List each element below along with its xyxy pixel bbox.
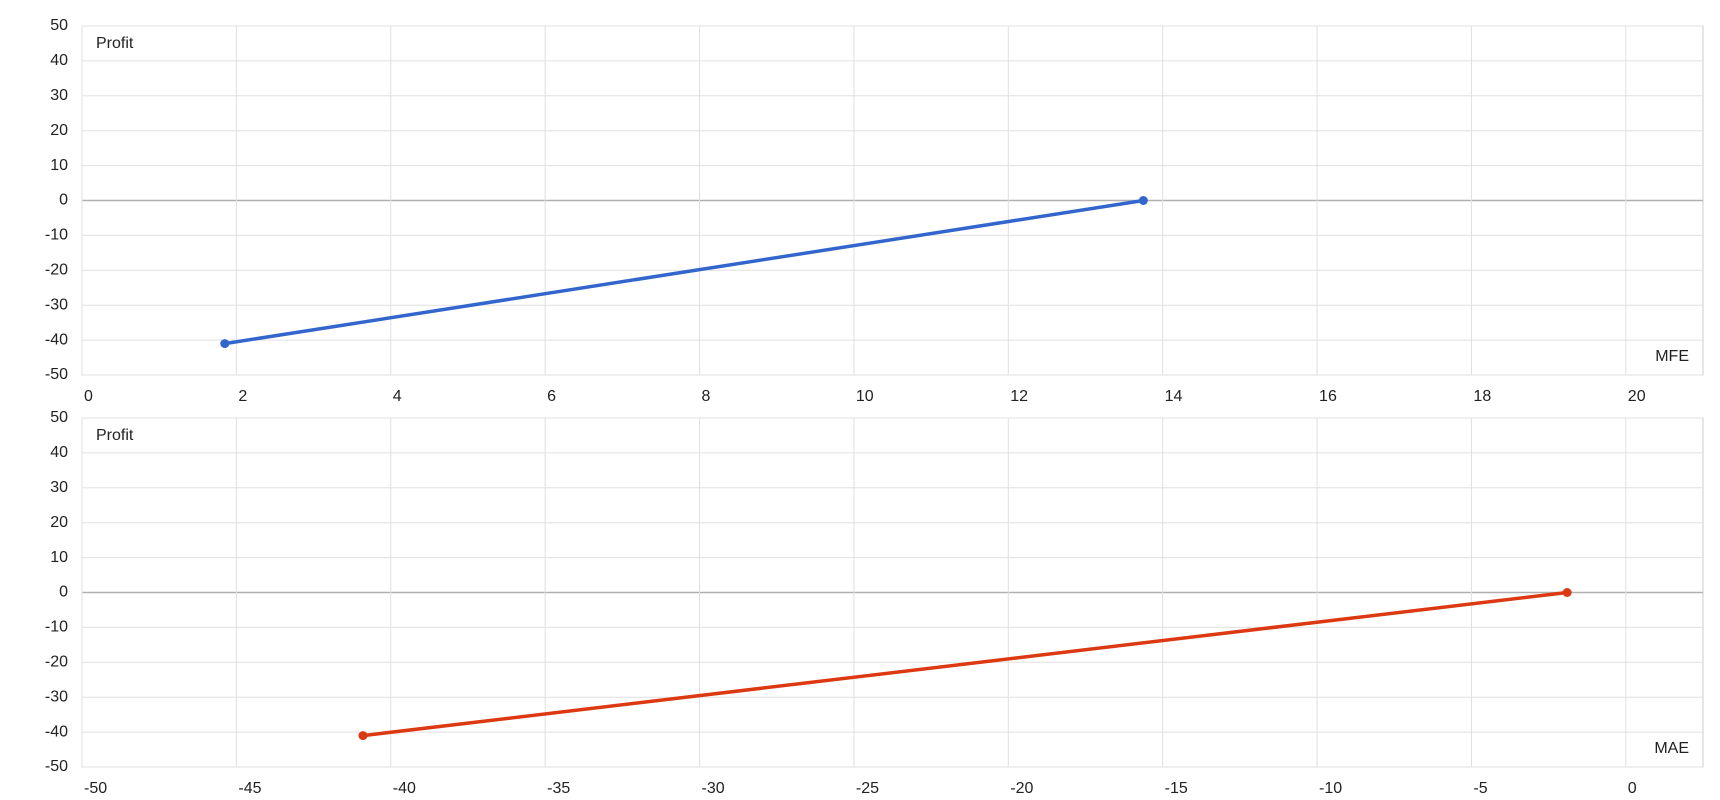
x-tick-label: -20 (1010, 780, 1033, 797)
x-tick-label: 0 (1628, 780, 1637, 797)
x-tick-label: -15 (1165, 780, 1188, 797)
x-tick-label: -10 (1319, 780, 1342, 797)
y-tick-label: 40 (50, 444, 68, 461)
x-axis-title: MFE (1655, 348, 1689, 365)
data-point (1562, 588, 1572, 597)
y-tick-label: 30 (50, 87, 68, 104)
data-line (362, 590, 1568, 738)
x-tick-label: 14 (1165, 388, 1183, 405)
x-tick-label: -25 (856, 780, 879, 797)
x-tick-label: 2 (238, 388, 247, 405)
data-point (220, 339, 230, 349)
x-tick-label: 18 (1473, 388, 1491, 405)
y-tick-label: -50 (45, 366, 68, 383)
y-tick-label: 30 (50, 479, 68, 496)
x-tick-label: 8 (702, 388, 711, 405)
y-tick-label: -40 (45, 331, 68, 348)
y-axis-title: Profit (96, 427, 134, 444)
y-tick-label: -20 (45, 262, 68, 279)
x-tick-label: 12 (1010, 388, 1028, 405)
x-tick-label: -30 (702, 780, 725, 797)
x-tick-label: 20 (1628, 388, 1646, 405)
y-tick-label: -40 (45, 723, 68, 740)
y-tick-label: -30 (45, 688, 68, 705)
x-tick-label: -45 (238, 780, 261, 797)
x-tick-label: -35 (547, 780, 570, 797)
y-tick-label: -30 (45, 296, 68, 313)
x-tick-label: 4 (393, 388, 402, 405)
y-tick-label: 50 (50, 409, 68, 426)
y-tick-label: -50 (45, 758, 68, 775)
y-tick-label: 0 (59, 584, 68, 601)
x-tick-label: 16 (1319, 388, 1337, 405)
y-tick-label: 50 (50, 17, 68, 34)
x-tick-label: -50 (84, 780, 107, 797)
y-tick-label: -20 (45, 654, 68, 671)
x-tick-label: -5 (1473, 780, 1487, 797)
x-axis-title: MAE (1654, 740, 1689, 757)
data-point (1138, 196, 1148, 205)
data-line (224, 198, 1144, 346)
y-axis-title: Profit (96, 35, 134, 52)
y-tick-label: 0 (59, 192, 68, 209)
x-tick-label: 0 (84, 388, 93, 405)
y-tick-label: 40 (50, 52, 68, 69)
x-tick-label: 6 (547, 388, 556, 405)
y-tick-label: 10 (50, 157, 68, 174)
x-tick-label: 10 (856, 388, 874, 405)
x-tick-label: -40 (393, 780, 416, 797)
y-tick-label: 20 (50, 514, 68, 531)
data-point (358, 731, 368, 741)
y-tick-label: -10 (45, 227, 68, 244)
y-tick-label: -10 (45, 619, 68, 636)
y-tick-label: 20 (50, 122, 68, 139)
y-tick-label: 10 (50, 549, 68, 566)
